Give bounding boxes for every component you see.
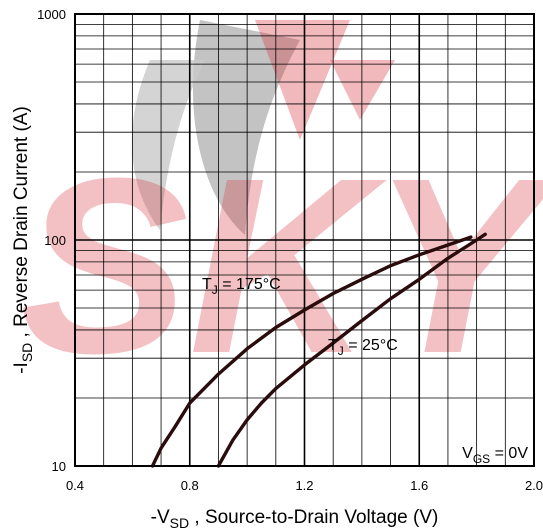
x-tick-label: 1.6 bbox=[410, 478, 428, 493]
series-line-1 bbox=[216, 232, 487, 468]
series-label-175c: TJ = 175°C bbox=[202, 276, 281, 297]
y-axis-title: -ISD , Reverse Drain Current (A) bbox=[11, 106, 35, 374]
watermark-swoosh bbox=[192, 20, 300, 235]
x-tick-label: 2.0 bbox=[525, 478, 543, 493]
plot-frame bbox=[74, 13, 535, 467]
watermark-swoosh bbox=[131, 60, 205, 230]
x-tick-label: 0.8 bbox=[181, 478, 199, 493]
x-tick-label: 1.2 bbox=[295, 478, 313, 493]
y-tick-label: 100 bbox=[44, 233, 66, 248]
grid bbox=[75, 14, 534, 466]
tick-labels: 0.4 0.8 1.2 1.6 2.0 10 100 1000 bbox=[37, 7, 543, 493]
x-tick-label: 0.4 bbox=[66, 478, 84, 493]
watermark-arrow bbox=[330, 60, 395, 120]
series-label-25c: TJ = 25°C bbox=[328, 337, 398, 358]
x-axis-title: -VSD , Source-to-Drain Voltage (V) bbox=[151, 507, 439, 531]
y-tick-label: 1000 bbox=[37, 7, 66, 22]
series-lines bbox=[150, 232, 487, 468]
watermark-arrow bbox=[255, 20, 350, 140]
watermark-text: SKY bbox=[20, 126, 543, 405]
watermark: SKY bbox=[20, 20, 543, 405]
y-tick-label: 10 bbox=[52, 459, 66, 474]
series-line-0 bbox=[150, 235, 473, 468]
vgs-annotation: VGS = 0V bbox=[462, 445, 528, 466]
